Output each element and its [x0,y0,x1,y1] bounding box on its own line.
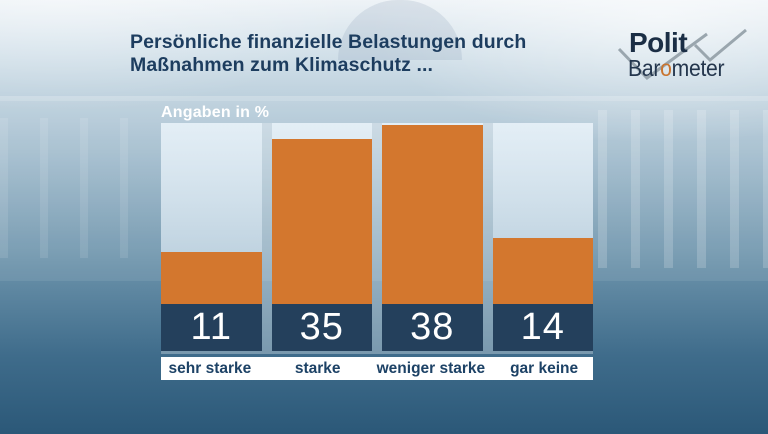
colonnade-ghost-left [0,118,160,258]
bar-sehr-starke [161,252,262,304]
value-box-sehr-starke: 11 [161,304,262,351]
colonnade-ghost-right [598,110,768,268]
bar-columns [161,123,593,304]
category-label-strip: sehr starke starke weniger starke gar ke… [161,357,593,380]
unit-label: Angaben in % [161,104,270,121]
category-label-starke: starke [294,359,341,377]
bar-column-gar-keine [492,123,593,304]
page-title-line1: Persönliche finanzielle Belastungen durc… [130,31,527,53]
bar-starke [271,139,372,304]
chart-panel: 11 35 38 14 [161,123,593,354]
logo-barometer-suffix: meter [671,55,725,81]
page-title-line2: Maßnahmen zum Klimaschutz ... [130,53,434,76]
value-band: 11 35 38 14 [161,304,593,351]
logo-checkmark-icon [617,28,747,80]
facade-cornice-ghost [0,96,768,101]
logo-barometer-prefix: Bar [628,55,661,81]
category-label-weniger-starke: weniger starke [376,359,486,377]
bar-column-weniger-starke [382,123,483,304]
bar-column-sehr-starke [161,123,262,304]
value-starke: 35 [299,306,344,348]
value-gar-keine: 14 [520,306,565,348]
page-title: Persönliche finanzielle Belastungen durc… [130,31,630,76]
value-box-weniger-starke: 38 [382,304,483,351]
bar-column-starke [271,123,372,304]
value-sehr-starke: 11 [190,306,232,348]
category-label-sehr-starke: sehr starke [168,359,252,377]
bar-weniger-starke [382,125,483,304]
value-box-starke: 35 [271,304,372,351]
category-label-gar-keine: gar keine [510,359,579,377]
value-box-gar-keine: 14 [492,304,593,351]
politbarometer-logo: Polit Barometer [603,18,761,90]
logo-text-polit: Polit [629,27,688,58]
logo-text-barometer: Barometer [628,55,725,82]
bar-gar-keine [492,238,593,304]
bar-chart: Angaben in % 11 35 38 14 [161,104,593,380]
logo-barometer-orange-o: o [660,55,672,81]
value-weniger-starke: 38 [410,306,455,348]
